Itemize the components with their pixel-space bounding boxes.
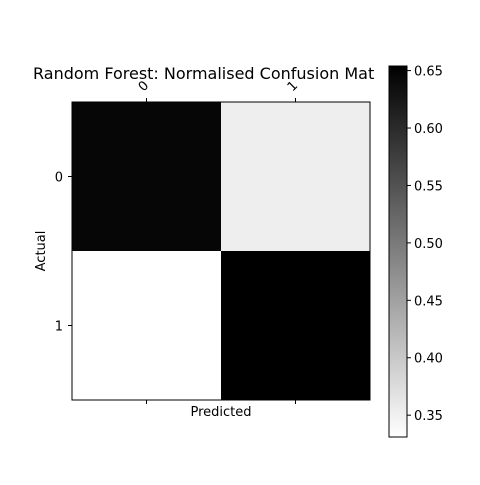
- colorbar-tick-label-2: 0.45: [414, 294, 443, 309]
- colorbar-tick-label-5: 0.60: [414, 122, 443, 137]
- colorbar-gradient: [389, 66, 407, 437]
- colorbar-frame: [388, 65, 408, 438]
- colorbar-tick-label-3: 0.50: [414, 237, 443, 252]
- heatmap-cells: [72, 102, 370, 400]
- colorbar: 0.35 0.40 0.45 0.50 0.55 0.60 0.65: [388, 65, 443, 438]
- heatmap-cell-0-0: [72, 102, 221, 251]
- heatmap-cell-1-1: [221, 251, 370, 400]
- heatmap-cell-0-1: [221, 102, 370, 251]
- plot-frame: [71, 101, 371, 401]
- heatmap-cell-1-0: [72, 251, 221, 400]
- y-axis-ticks: 01: [55, 171, 72, 335]
- colorbar-tick-label-4: 0.55: [414, 179, 443, 194]
- colorbar-tick-label-1: 0.40: [414, 352, 443, 367]
- y-tick-label-0: 0: [55, 171, 63, 186]
- y-tick-label-1: 1: [55, 320, 63, 335]
- x-axis-label: Predicted: [190, 405, 251, 420]
- chart-title: Random Forest: Normalised Confusion Mat: [33, 64, 374, 83]
- y-axis-label: Actual: [34, 231, 49, 272]
- colorbar-ticks: 0.35 0.40 0.45 0.50 0.55 0.60 0.65: [407, 65, 443, 424]
- colorbar-tick-label-0: 0.35: [414, 409, 443, 424]
- colorbar-tick-label-6: 0.65: [414, 65, 443, 80]
